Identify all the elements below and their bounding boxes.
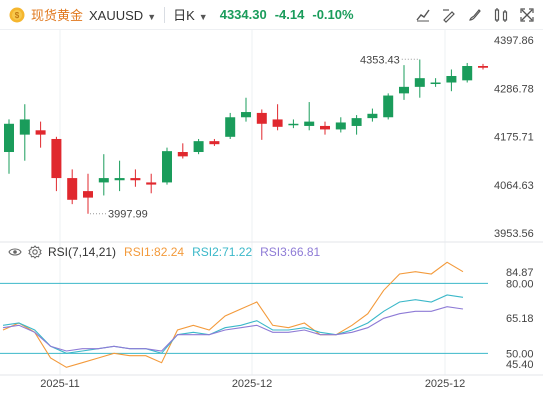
candle-body bbox=[51, 138, 62, 179]
candle-body bbox=[225, 117, 236, 137]
date-label: 2025-12 bbox=[232, 378, 272, 390]
candle-body bbox=[399, 86, 409, 94]
symbol-name: 现货黄金 bbox=[31, 8, 84, 23]
candle-body bbox=[414, 78, 425, 87]
rsi-tick-label: 80.00 bbox=[506, 278, 534, 290]
chevron-down-icon: ▼ bbox=[198, 12, 208, 22]
draw-icon bbox=[443, 9, 455, 23]
rsi-series-rsi1 bbox=[2, 261, 464, 368]
svg-text:$: $ bbox=[15, 11, 20, 20]
brush-button[interactable] bbox=[465, 5, 485, 25]
rsi3-value: RSI3:66.81 bbox=[260, 245, 321, 259]
candle-body bbox=[478, 66, 488, 68]
candle-body bbox=[177, 152, 188, 157]
eye-icon[interactable] bbox=[8, 245, 22, 259]
candle-body bbox=[130, 178, 141, 181]
candle-body bbox=[83, 191, 93, 198]
candle-body bbox=[288, 123, 299, 126]
price-tick-label: 4064.63 bbox=[494, 180, 534, 192]
symbol-selector[interactable]: 现货黄金 XAUUSD ▼ bbox=[31, 5, 156, 24]
candle-body bbox=[98, 178, 109, 183]
indicator-button[interactable] bbox=[413, 5, 433, 25]
date-label: 2025-12 bbox=[425, 378, 465, 390]
candle-body bbox=[193, 141, 204, 153]
candle-body bbox=[241, 112, 251, 118]
compare-button[interactable] bbox=[491, 5, 511, 25]
symbol-code: XAUUSD bbox=[89, 8, 144, 23]
grid-layer bbox=[0, 30, 543, 376]
gold-coin-icon: $ bbox=[8, 6, 26, 24]
high-price-label: 4353.43 bbox=[360, 54, 400, 66]
brush-icon bbox=[469, 9, 481, 21]
candle-body bbox=[19, 119, 30, 135]
price-tick-label: 4286.78 bbox=[494, 83, 534, 95]
rsi-layer bbox=[0, 261, 488, 368]
candle-body bbox=[462, 66, 473, 81]
compare-icon bbox=[494, 8, 508, 22]
settings-icon[interactable] bbox=[28, 245, 42, 259]
timeframe-selector[interactable]: 日K ▼ bbox=[173, 5, 208, 24]
candle-body bbox=[351, 118, 362, 126]
price-tick-label: 3953.56 bbox=[494, 228, 534, 240]
chevron-down-icon: ▼ bbox=[147, 12, 157, 22]
candle-body bbox=[320, 125, 330, 130]
low-price-label: 3997.99 bbox=[108, 209, 148, 221]
indicator-icon bbox=[416, 9, 430, 22]
candle-body bbox=[162, 151, 172, 183]
price-change: -4.14 bbox=[274, 7, 305, 22]
rsi1-value: RSI1:82.24 bbox=[124, 245, 185, 259]
top-toolbar: $ 现货黄金 XAUUSD ▼ 日K ▼ 4334.30 -4.14 -0.10% bbox=[0, 0, 543, 30]
candle-body bbox=[383, 95, 394, 118]
candle-body bbox=[304, 121, 315, 126]
candle-body bbox=[146, 182, 157, 185]
candle-body bbox=[335, 122, 346, 130]
candles-layer: 4353.43 3997.99 bbox=[4, 54, 488, 221]
candle-body bbox=[114, 178, 125, 181]
rsi-indicator-name: RSI(7,14,21) bbox=[48, 245, 117, 259]
chart-area[interactable]: 4353.43 3997.99 4397.86 4286.78 4175.71 4064… bbox=[0, 30, 543, 403]
rsi-tick-label: 65.18 bbox=[506, 313, 534, 325]
axis-layer: 4397.86 4286.78 4175.71 4064.63 3953.56 84.87… bbox=[40, 35, 534, 390]
fullscreen-button[interactable] bbox=[517, 5, 537, 25]
rsi-legend: RSI(7,14,21) RSI1:82.24 RSI2:71.22 RSI3:… bbox=[8, 245, 320, 259]
candle-body bbox=[209, 141, 220, 145]
draw-button[interactable] bbox=[439, 5, 459, 25]
rsi-series-rsi3 bbox=[2, 306, 464, 352]
candle-body bbox=[367, 113, 378, 119]
rsi-tick-label: 45.40 bbox=[506, 359, 534, 371]
candle-body bbox=[272, 119, 283, 127]
fullscreen-icon bbox=[520, 8, 534, 22]
date-label: 2025-11 bbox=[40, 378, 80, 390]
price-change-percent: -0.10% bbox=[312, 7, 354, 22]
price-tick-label: 4397.86 bbox=[494, 35, 534, 47]
chart-tools bbox=[413, 5, 537, 25]
candle-body bbox=[67, 178, 78, 200]
candle-body bbox=[35, 130, 46, 135]
rsi-tick-label: 84.87 bbox=[506, 267, 534, 279]
timeframe-label: 日K bbox=[173, 8, 195, 23]
last-price: 4334.30 bbox=[219, 7, 267, 22]
rsi-tick-label: 50.00 bbox=[506, 348, 534, 360]
candle-body bbox=[430, 82, 441, 85]
rsi-series-rsi2 bbox=[2, 294, 464, 354]
rsi2-value: RSI2:71.22 bbox=[192, 245, 253, 259]
divider bbox=[164, 6, 166, 23]
candle-body bbox=[446, 75, 457, 83]
candle-body bbox=[4, 123, 14, 153]
price-tick-label: 4175.71 bbox=[494, 132, 534, 144]
candle-body bbox=[256, 112, 267, 124]
